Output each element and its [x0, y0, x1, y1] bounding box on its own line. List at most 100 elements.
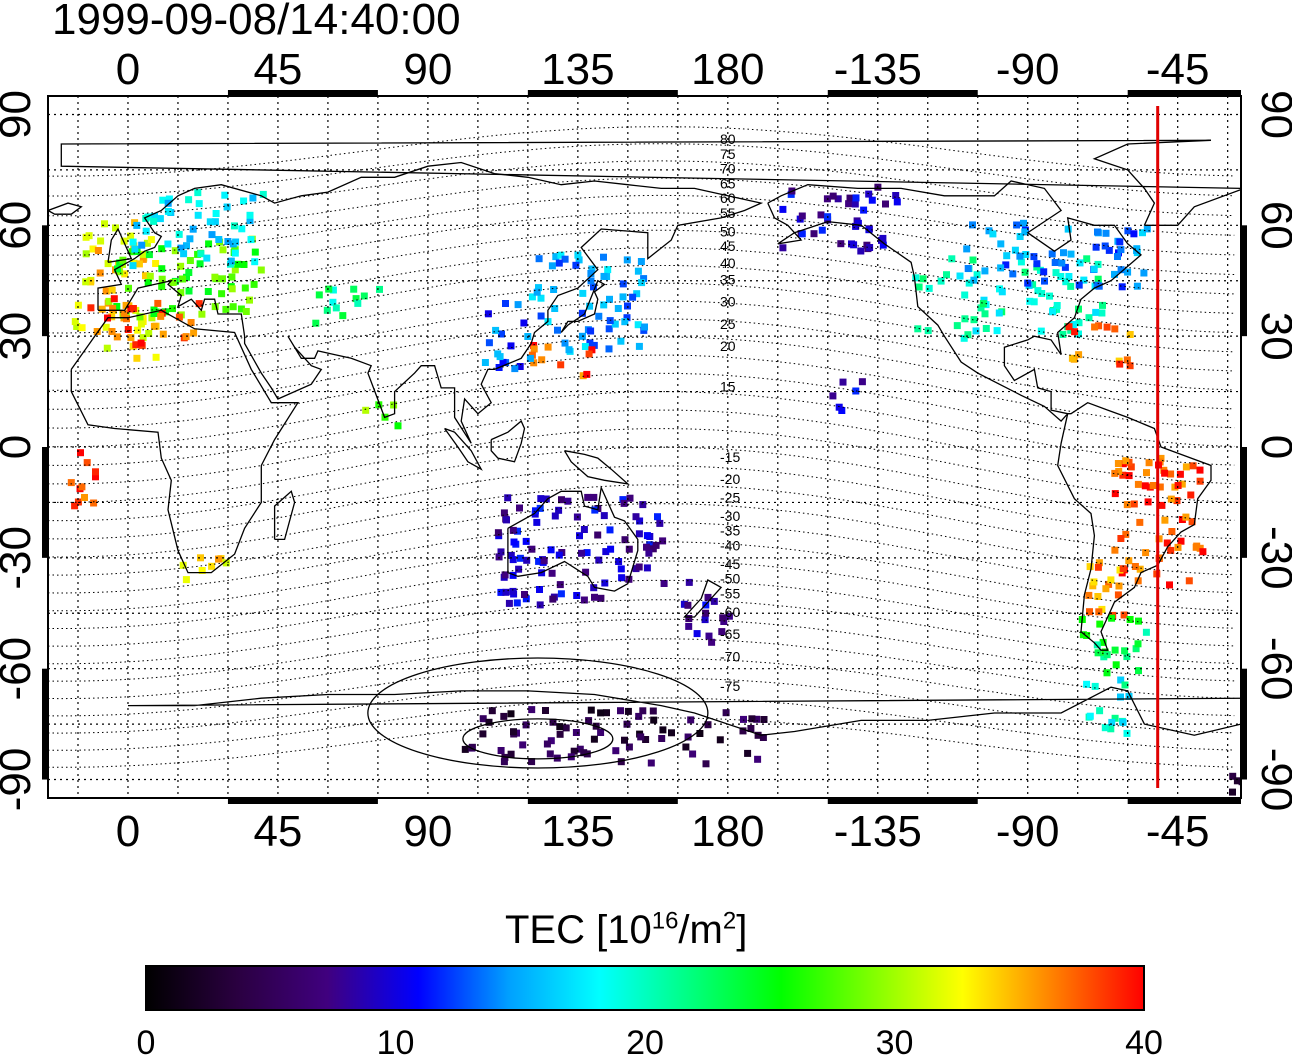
- tec-pixel: [668, 729, 675, 737]
- tec-pixel: [572, 261, 580, 269]
- tec-pixel: [183, 273, 190, 281]
- tec-pixel: [1189, 462, 1197, 470]
- tec-pixel: [556, 723, 564, 731]
- tec-pixel: [626, 494, 634, 502]
- tec-pixel: [1091, 682, 1099, 690]
- tec-pixel: [535, 255, 543, 263]
- tec-pixel: [965, 279, 973, 287]
- tec-pixel: [779, 205, 787, 213]
- tec-pixel: [597, 594, 605, 602]
- tec-pixel: [354, 299, 362, 307]
- tec-pixel: [131, 245, 139, 253]
- tec-pixel: [1116, 238, 1124, 246]
- tec-pixel: [1020, 219, 1027, 227]
- tec-pixel: [98, 305, 106, 313]
- tec-pixel: [555, 259, 563, 267]
- tec-pixel: [1139, 229, 1146, 237]
- mlat-contour: [48, 503, 1235, 576]
- coastline: [683, 579, 723, 618]
- tec-pixel: [509, 526, 517, 534]
- mlat-contour: [48, 229, 1235, 295]
- tec-pixel: [251, 248, 259, 256]
- coastline: [563, 450, 630, 485]
- tec-pixel: [82, 278, 90, 286]
- tec-pixel: [77, 449, 84, 457]
- tec-pixel: [329, 298, 337, 306]
- tec-pixel: [1120, 611, 1128, 619]
- tec-pixel: [964, 265, 972, 272]
- tec-pixel: [121, 270, 129, 278]
- tec-pixel: [120, 309, 128, 317]
- tec-pixel: [564, 497, 572, 505]
- x-tick-label-top: 180: [691, 45, 764, 94]
- tec-pixel: [614, 305, 622, 312]
- tec-pixel: [915, 283, 923, 291]
- frame-bar: [227, 798, 378, 804]
- tec-pixel: [528, 293, 536, 301]
- tec-pixel: [985, 227, 993, 235]
- tec-pixel: [555, 506, 563, 514]
- tec-pixel: [739, 727, 747, 735]
- tec-pixel: [540, 557, 548, 565]
- tec-pixel: [650, 716, 658, 724]
- tec-pixel: [1145, 459, 1153, 467]
- mlat-label: 55: [720, 205, 736, 221]
- tec-pixel: [993, 327, 1001, 335]
- tec-pixel: [562, 724, 570, 732]
- tec-pixel: [556, 730, 564, 738]
- tec-pixel: [195, 200, 203, 208]
- tec-pixel: [129, 262, 137, 270]
- tec-pixel: [860, 206, 868, 214]
- tec-pixel: [600, 512, 608, 520]
- tec-pixel: [484, 310, 492, 318]
- tec-pixel: [548, 262, 556, 270]
- x-tick-label-top: 45: [253, 45, 302, 94]
- tec-pixel: [165, 195, 173, 203]
- tec-pixel: [1196, 477, 1204, 485]
- tec-pixel: [621, 736, 628, 744]
- tec-pixel: [565, 346, 573, 354]
- graticule: [48, 96, 1241, 798]
- tec-pixel: [1069, 321, 1077, 328]
- mlat-label: 60: [720, 190, 736, 206]
- tec-pixel: [1098, 309, 1106, 317]
- tec-pixel: [228, 273, 236, 281]
- tec-pixel: [570, 747, 578, 755]
- mlat-contour: [48, 484, 1235, 558]
- tec-pixel: [835, 403, 843, 411]
- tec-pixel: [590, 341, 598, 349]
- tec-pixel: [1089, 582, 1097, 590]
- tec-pixel: [1118, 283, 1126, 291]
- tec-pixel: [246, 217, 254, 225]
- tec-pixel: [970, 316, 978, 324]
- tec-pixel: [685, 615, 693, 622]
- tec-pixel: [617, 337, 625, 345]
- tec-pixel: [977, 304, 985, 312]
- tec-pixel: [352, 295, 360, 303]
- tec-pixel: [323, 306, 331, 314]
- tec-pixel: [1161, 469, 1169, 477]
- tec-pixel: [1095, 608, 1103, 616]
- mlat-contour: [48, 541, 1235, 612]
- tec-pixel: [1093, 641, 1101, 649]
- mlat-contour: [48, 212, 1235, 276]
- tec-pixel: [612, 747, 620, 755]
- tec-pixel: [635, 563, 643, 571]
- tec-pixel: [1071, 328, 1079, 336]
- tec-pixel: [1167, 495, 1175, 503]
- tec-pixel: [507, 342, 515, 350]
- tec-pixel: [211, 303, 219, 311]
- tec-pixel: [185, 196, 193, 204]
- tec-pixel: [542, 707, 549, 714]
- x-axis-bottom-labels: 0 45 90 135 180 -135 -90 -45: [116, 807, 1210, 856]
- tec-pixel: [87, 278, 95, 286]
- tec-pixel: [1021, 228, 1029, 236]
- tec-pixel: [494, 529, 502, 537]
- x-tick-label-bottom: -135: [834, 807, 922, 856]
- tec-pixel: [852, 387, 860, 395]
- tec-pixel: [716, 736, 724, 744]
- tec-pixel: [1102, 229, 1110, 237]
- tec-pixel: [133, 221, 141, 229]
- tec-pixel: [237, 305, 245, 313]
- tec-pixel: [96, 269, 104, 277]
